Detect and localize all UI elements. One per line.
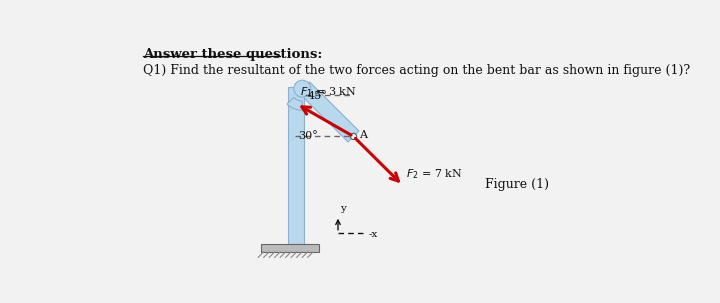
Text: y: y (340, 205, 346, 213)
Text: Figure (1): Figure (1) (485, 178, 549, 191)
Text: -x: -x (369, 230, 379, 239)
Text: 30°: 30° (297, 131, 318, 141)
Text: $F_2$ = 7 kN: $F_2$ = 7 kN (406, 167, 462, 181)
Ellipse shape (294, 80, 311, 97)
Polygon shape (289, 82, 310, 93)
Bar (261, 244, 319, 252)
Text: A: A (359, 130, 367, 140)
Wedge shape (287, 98, 302, 110)
Polygon shape (299, 82, 359, 142)
Text: Q1) Find the resultant of the two forces acting on the bent bar as shown in figu: Q1) Find the resultant of the two forces… (143, 64, 690, 77)
Bar (289, 87, 304, 244)
Text: Answer these questions:: Answer these questions: (143, 48, 322, 61)
Circle shape (351, 133, 356, 140)
Text: $F_1$ = 3 kN: $F_1$ = 3 kN (300, 85, 356, 99)
Text: 45°: 45° (307, 91, 328, 101)
